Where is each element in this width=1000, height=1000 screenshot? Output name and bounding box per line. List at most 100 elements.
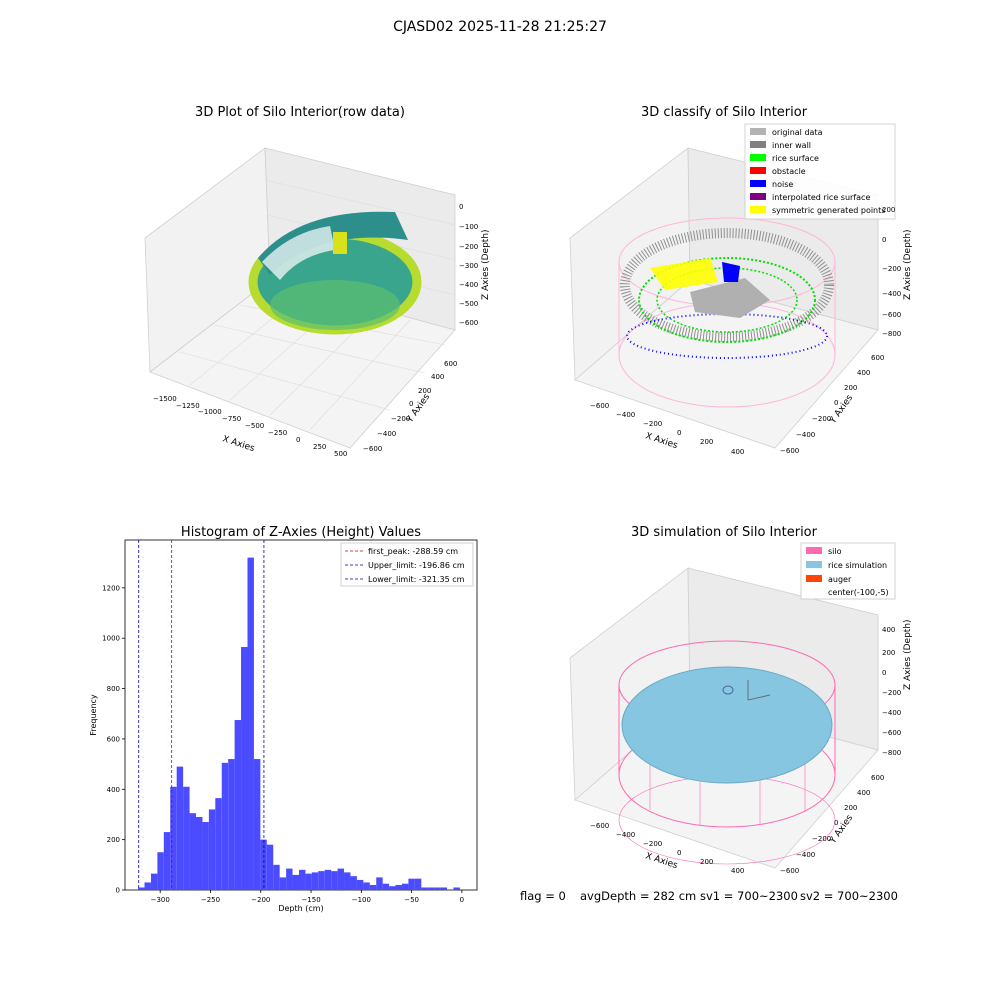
hist-title: Histogram of Z-Axies (Height) Values [181,525,421,540]
classify-legend: original data inner wall rice surface ob… [744,123,896,220]
sim-z-tick: 0 [882,669,886,677]
hist-bar [363,882,370,890]
hist-bar [157,852,164,890]
hist-bar [369,884,377,890]
hist-bar [286,868,293,890]
hist-bar [279,877,287,890]
hist-x-ticks: −300 −250 −200 −150 −100 −50 0 [151,890,464,904]
sim-z-tick: −200 [882,689,901,697]
sim-z-tick: −800 [882,749,901,757]
classify-x-tick: 200 [700,438,713,446]
hist-bar [427,887,435,890]
classify-z-tick: −200 [882,265,901,273]
hist-y-ticks: 0 200 400 600 800 1000 1200 [102,584,125,895]
classify-y-ticks: −600 −400 −200 0 200 400 600 [780,354,884,455]
raw-z-tick: −100 [459,223,478,231]
hist-bar [215,798,222,890]
legend-label: symmetric generated points [772,206,885,215]
raw-z-tick: −600 [459,319,478,327]
sim-legend: silo rice simulation auger center(-100,-… [800,542,896,600]
raw-z-axis-label: Z Axies (Depth) [481,229,491,300]
hist-y-tick-label: 200 [107,836,120,844]
classify-x-tick: 400 [731,448,744,456]
status-sv1: sv1 = 700~2300 [700,889,798,903]
classify-y-tick: 0 [834,399,838,407]
panel-classify-title: 3D classify of Silo Interior [641,105,808,120]
sim-x-ticks: −600 −400 −200 0 200 400 [590,822,744,875]
hist-y-tick-label: 1000 [102,635,120,643]
sim-z-tick: 400 [882,626,895,634]
hist-bar [408,878,415,890]
raw-x-axis-label: X Axies [221,434,256,454]
raw-z-tick: −500 [459,300,478,308]
hist-bar [163,832,171,890]
sim-y-ticks: −600 −400 −200 0 200 400 600 [780,774,884,875]
hist-bar [189,813,197,890]
hist-bar [421,887,428,890]
sim-x-tick: 200 [700,858,713,866]
classify-z-tick: 200 [882,206,895,214]
hist-bar [247,557,254,890]
hist-bar [138,887,145,890]
sim-z-tick: −600 [882,729,901,737]
hist-bar [253,759,261,890]
raw-y-tick: −200 [391,415,410,423]
hist-x-tick-label: −250 [201,896,220,904]
legend-swatch-symmetric [750,206,766,213]
raw-z-tick: −300 [459,262,478,270]
sim-z-axis-label: Z Axies (Depth) [903,619,913,690]
classify-z-axis-label: Z Axies (Depth) [903,229,913,300]
classify-z-ticks: 200 0 −200 −400 −600 −800 [882,206,901,338]
legend-swatch-original-data [750,128,766,135]
classify-y-axis-label: Y Axies [828,393,856,426]
sim-y-tick: 400 [857,789,870,797]
sim-x-tick: −400 [616,831,635,839]
raw-x-tick: −1500 [153,395,177,403]
hist-bar [228,759,235,890]
legend-label: inner wall [772,141,811,150]
hist-x-tick-label: −150 [301,896,320,904]
hist-bar [196,816,203,890]
hist-bar [453,887,460,890]
hist-legend: first_peak: -288.59 cm Upper_limit: -196… [340,542,474,587]
sim-y-tick: 0 [834,819,838,827]
hist-bar [305,873,312,890]
classify-y-tick: −200 [812,415,831,423]
hist-bar [208,809,216,890]
hist-bar [311,872,319,890]
sim-z-ticks: 400 200 0 −200 −400 −600 −800 [882,626,901,757]
classify-z-tick: −600 [882,311,901,319]
panel-simulation: 3D simulation of Silo Interior silo [569,525,913,875]
hist-bar [144,882,151,890]
hist-bar [234,720,242,890]
raw-y-axis-label: Y Axies [405,392,433,425]
hist-bar [183,786,190,890]
raw-x-tick: −750 [222,415,241,423]
legend-label: Upper_limit: -196.86 cm [368,561,465,570]
raw-x-tick: 0 [296,436,300,444]
hist-bar [337,868,345,890]
sim-z-tick: 200 [882,649,895,657]
sim-scene [618,640,836,865]
hist-bar [401,883,409,890]
hist-bar [273,864,280,890]
hist-bar [260,839,267,890]
hist-bar [395,884,402,890]
raw-point-cloud [248,211,422,335]
legend-swatch-interpolated [750,193,766,200]
classify-x-ticks: −600 −400 −200 0 200 400 [590,402,744,456]
classify-y-tick: 400 [857,369,870,377]
hist-bar [170,786,177,890]
hist-bar [318,871,325,890]
hist-bar [298,869,306,890]
raw-x-tick: −1250 [176,402,200,410]
hist-bar [356,879,364,890]
classify-x-tick: −200 [643,420,662,428]
hist-bar [292,874,299,890]
raw-z-tick: −200 [459,243,478,251]
raw-x-tick: 500 [334,450,347,458]
status-avg-depth: avgDepth = 282 cm [580,889,696,903]
raw-y-tick: 600 [444,360,457,368]
legend-swatch-rice-surface [750,154,766,161]
